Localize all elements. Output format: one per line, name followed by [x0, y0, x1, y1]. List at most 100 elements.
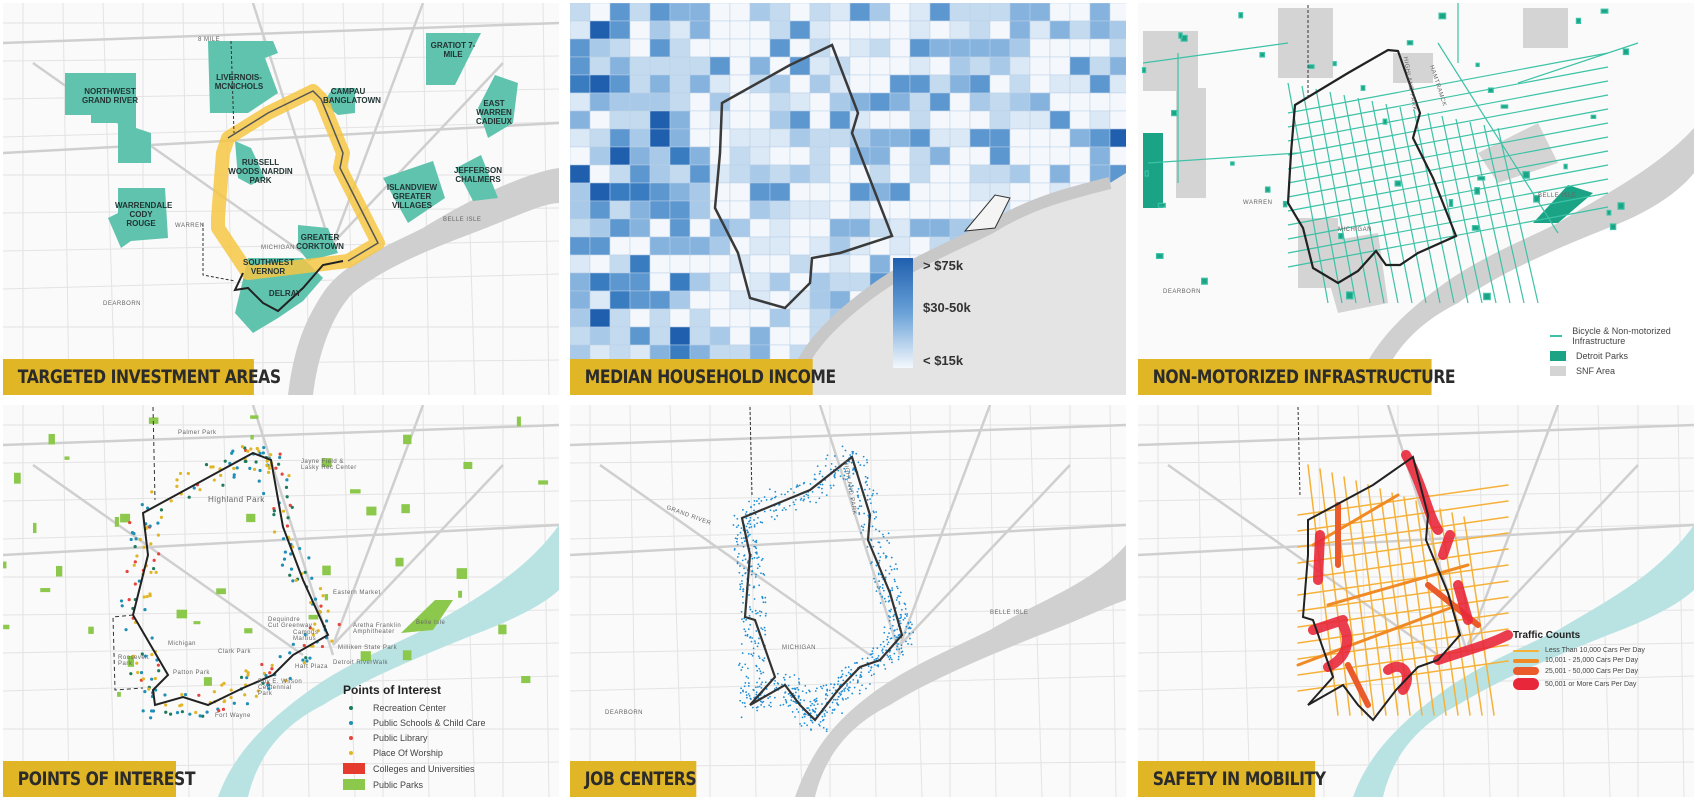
job-point: [873, 664, 876, 666]
census-tract: [1089, 74, 1111, 94]
place-michigan: MICHIGAN: [1338, 227, 1372, 233]
bike-route: [1301, 85, 1343, 304]
job-point: [740, 527, 743, 529]
road: [3, 240, 559, 252]
job-point: [759, 700, 762, 703]
job-point: [873, 658, 876, 661]
job-point: [803, 699, 806, 702]
job-point: [743, 628, 746, 631]
park: [1600, 8, 1609, 14]
job-point: [781, 683, 783, 686]
poi-point: [150, 490, 154, 494]
job-point: [877, 664, 879, 666]
poi-point: [148, 592, 152, 596]
job-point: [884, 555, 887, 557]
low-traffic-road: [1297, 580, 1509, 612]
poi-point: [128, 520, 132, 525]
label-greater-corktown: GREATER CORKTOWN: [296, 233, 344, 251]
job-point: [773, 696, 776, 699]
job-point: [753, 509, 755, 512]
job-point: [765, 612, 767, 615]
job-point: [818, 723, 820, 726]
census-tract: [709, 254, 731, 274]
job-point: [788, 504, 791, 507]
census-tract: [729, 146, 751, 166]
job-point: [753, 519, 755, 521]
bike-route: [1287, 178, 1609, 240]
public-park: [521, 675, 531, 684]
census-tract: [969, 164, 991, 184]
census-tract: [1069, 74, 1091, 94]
job-point: [888, 658, 891, 661]
job-point: [882, 552, 885, 555]
public-park: [324, 593, 329, 601]
job-point: [910, 643, 913, 646]
poi-point: [320, 644, 325, 649]
poi-point: [319, 604, 323, 608]
job-point: [834, 698, 837, 701]
job-point: [760, 672, 763, 675]
place-jayne-field: Jayne Field & Lasky Rec Center: [301, 459, 357, 471]
poi-point: [311, 633, 315, 637]
poi-point: [326, 609, 330, 613]
census-tract: [709, 182, 731, 202]
job-point: [855, 452, 858, 455]
job-point: [857, 507, 860, 510]
census-tract: [869, 20, 891, 40]
job-point: [832, 484, 835, 487]
poi-point: [337, 622, 341, 627]
census-tract: [1109, 20, 1126, 40]
poi-point: [163, 693, 167, 697]
poi-point: [149, 570, 153, 574]
job-point: [745, 618, 748, 621]
job-point: [862, 526, 865, 529]
census-tract: [909, 110, 931, 130]
poi-point: [232, 466, 236, 471]
census-tract: [809, 200, 831, 220]
job-point: [757, 563, 760, 566]
job-point: [761, 521, 764, 524]
job-point: [773, 496, 776, 499]
census-tract: [709, 218, 731, 238]
job-point: [750, 573, 753, 576]
poi-point: [278, 655, 282, 659]
job-point: [749, 533, 751, 536]
job-point: [755, 630, 758, 632]
job-point: [820, 487, 823, 490]
legend-label: Recreation Center: [373, 703, 447, 713]
census-tract: [689, 92, 711, 112]
census-tract: [729, 308, 751, 328]
job-point: [752, 647, 755, 650]
road: [102, 3, 116, 395]
job-point: [861, 684, 863, 687]
job-point: [756, 669, 759, 672]
job-point: [776, 514, 779, 517]
job-point: [845, 698, 847, 700]
census-tract: [1089, 20, 1111, 40]
place-belle-isle: BELLE ISLE: [443, 217, 482, 223]
job-point: [809, 483, 812, 485]
job-point: [857, 461, 860, 464]
poi-point: [274, 466, 278, 470]
job-point: [839, 676, 842, 679]
job-point: [755, 539, 758, 542]
job-point: [806, 724, 808, 727]
job-point: [750, 525, 753, 528]
road: [3, 675, 559, 692]
job-point: [837, 695, 840, 698]
job-point: [754, 640, 756, 643]
poi-point: [133, 582, 137, 586]
census-tract: [989, 146, 1011, 166]
job-point: [745, 675, 748, 678]
job-point: [761, 658, 764, 661]
census-tract: [649, 326, 671, 346]
job-point: [839, 475, 842, 478]
job-point: [741, 582, 743, 585]
job-point: [742, 508, 744, 511]
census-tract: [889, 3, 911, 22]
job-point: [744, 705, 747, 708]
census-tract: [689, 146, 711, 166]
job-point: [870, 674, 873, 677]
job-point: [878, 580, 880, 582]
job-point: [881, 587, 884, 589]
